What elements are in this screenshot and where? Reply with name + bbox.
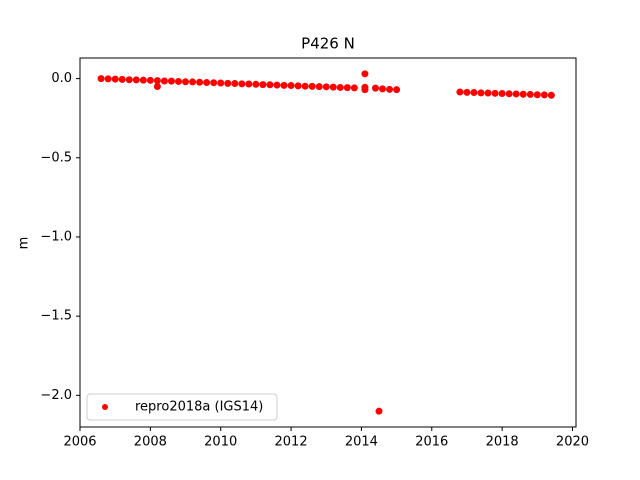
data-point — [315, 83, 323, 91]
legend-box — [86, 393, 278, 421]
data-point — [217, 79, 225, 87]
data-point — [118, 75, 126, 83]
y-tick-label: −2.0 — [40, 388, 72, 403]
data-point — [231, 79, 239, 87]
data-point — [146, 76, 154, 84]
data-point — [456, 88, 464, 96]
data-point — [167, 77, 175, 85]
data-point — [322, 83, 330, 91]
legend-label: repro2018a (IGS14) — [135, 400, 263, 415]
data-point — [111, 75, 119, 83]
data-point — [203, 79, 211, 87]
data-point — [196, 78, 204, 86]
data-point — [308, 82, 316, 90]
data-point — [375, 407, 383, 415]
y-tick-label: 0.0 — [51, 71, 72, 86]
data-point — [153, 83, 161, 91]
data-point — [329, 83, 337, 91]
data-point — [153, 77, 161, 85]
data-point — [361, 86, 369, 94]
data-point — [393, 86, 401, 94]
y-axis-label: m — [17, 237, 32, 250]
data-point — [470, 89, 478, 97]
data-point — [132, 76, 140, 84]
data-point — [526, 90, 534, 98]
data-point — [280, 81, 288, 89]
data-point — [519, 90, 527, 98]
data-point — [224, 79, 232, 87]
data-point — [245, 80, 253, 88]
data-point — [287, 82, 295, 90]
x-tick-label: 2012 — [275, 435, 308, 450]
data-point — [160, 77, 168, 85]
data-point — [379, 85, 387, 93]
data-point — [301, 82, 309, 90]
data-point — [125, 76, 133, 84]
data-point — [498, 89, 506, 97]
data-point — [361, 70, 369, 78]
data-point — [238, 80, 246, 88]
y-tick-label: −1.5 — [40, 309, 72, 324]
data-point — [477, 89, 485, 97]
data-point — [386, 85, 394, 93]
x-tick-label: 2018 — [486, 435, 519, 450]
data-point — [484, 89, 492, 97]
data-point — [97, 75, 105, 83]
data-point — [210, 79, 218, 87]
x-tick-label: 2008 — [134, 435, 167, 450]
data-point — [371, 84, 379, 92]
plot-frame — [79, 57, 577, 428]
y-tick-label: −0.5 — [40, 150, 72, 165]
x-tick-label: 2020 — [556, 435, 589, 450]
data-point — [533, 91, 541, 99]
x-tick-label: 2014 — [345, 435, 378, 450]
data-point — [505, 90, 513, 98]
data-point — [491, 89, 499, 97]
data-point — [336, 83, 344, 91]
chart-title: P426 N — [301, 35, 355, 53]
data-point — [139, 76, 147, 84]
data-point — [174, 77, 182, 85]
data-point — [350, 84, 358, 92]
data-point — [104, 75, 112, 83]
data-point — [189, 78, 197, 86]
x-tick-label: 2010 — [204, 435, 237, 450]
data-point — [182, 78, 190, 86]
data-point — [540, 91, 548, 99]
data-point — [463, 88, 471, 96]
x-tick-label: 2006 — [63, 435, 96, 450]
data-point — [512, 90, 520, 98]
legend-marker — [102, 404, 108, 410]
data-point — [343, 84, 351, 92]
y-tick-label: −1.0 — [40, 229, 72, 244]
data-point — [266, 81, 274, 89]
data-point — [273, 81, 281, 89]
x-tick-label: 2016 — [415, 435, 448, 450]
data-point — [547, 91, 555, 99]
data-point — [294, 82, 302, 90]
data-point — [259, 81, 267, 89]
data-point — [252, 80, 260, 88]
